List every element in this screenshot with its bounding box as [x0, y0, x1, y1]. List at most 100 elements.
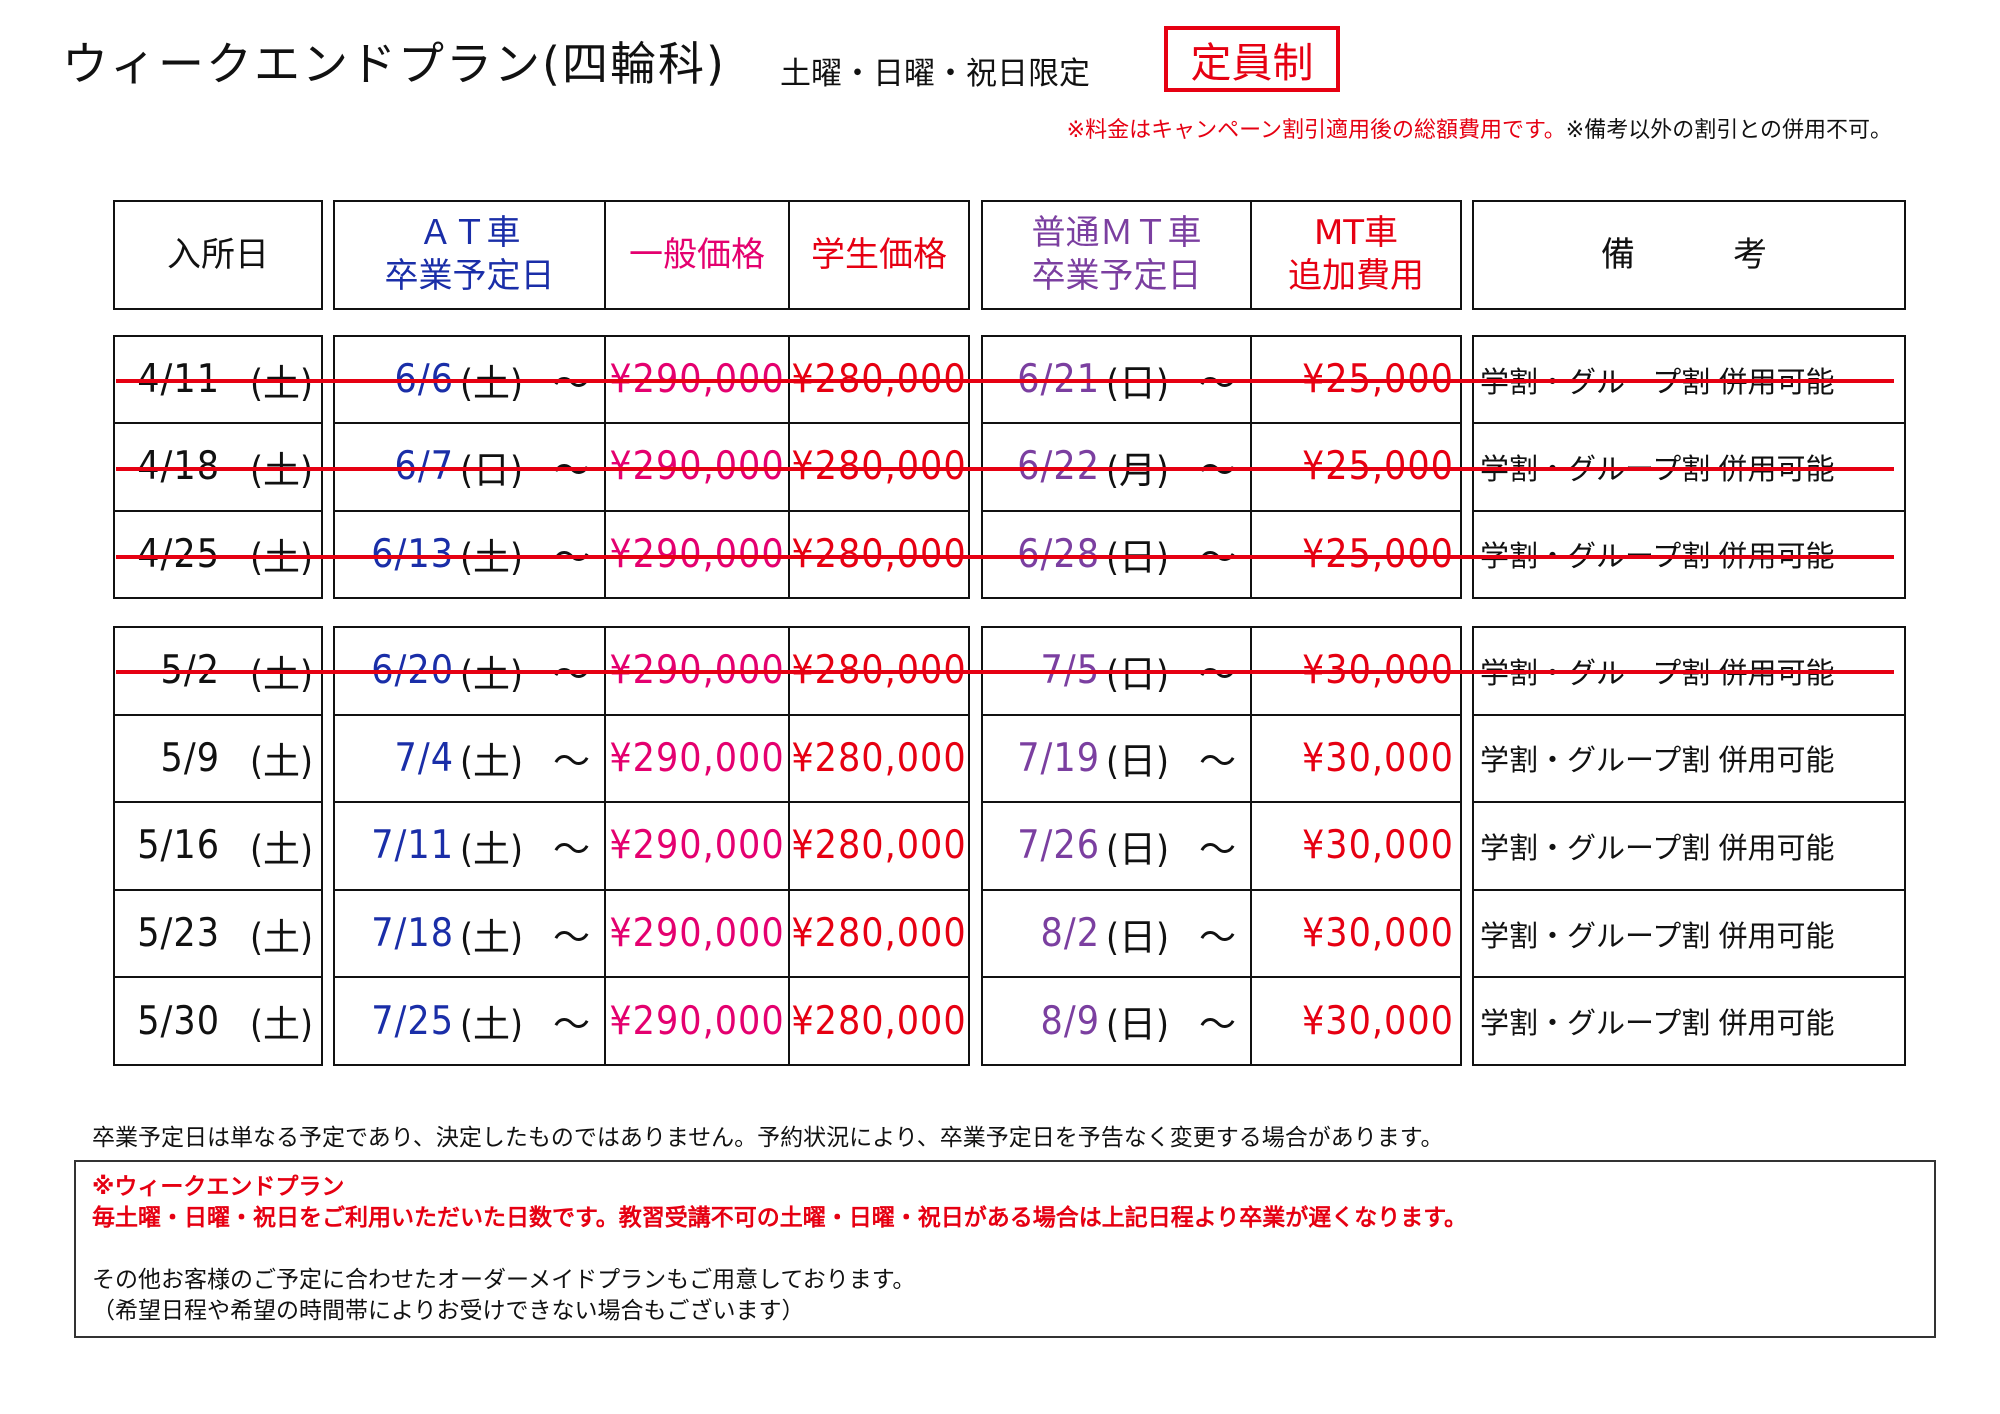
col-header-mtfee: MT車 追加費用: [1250, 202, 1460, 308]
mt-additional-fee: ¥30,000: [1301, 911, 1454, 957]
general-price: ¥290,000: [609, 998, 785, 1044]
entry-date-cell: 5/9 (土): [115, 716, 321, 802]
col-header-mtfee-line1: MT車: [1313, 213, 1399, 253]
student-price: ¥280,000: [791, 735, 967, 781]
table-row: 7/26 (日) ～ ¥30,000: [983, 801, 1460, 889]
entry-date: 5/16: [137, 823, 221, 869]
remarks-text: 学割・グループ割 併用可能: [1480, 830, 1835, 865]
student-price-cell: ¥280,000: [788, 978, 968, 1064]
notice-body: 毎土曜・日曜・祝日をご利用いただいた日数です。教習受講不可の土曜・日曜・祝日があ…: [92, 1205, 1467, 1231]
closed-strikethrough-line: [116, 555, 1894, 559]
at-graduation-cell: 7/11 (土) ～: [335, 803, 604, 889]
remarks-text: 学割・グループ割 併用可能: [1480, 918, 1835, 953]
header-mt-group: 普通ＭＴ車 卒業予定日 MT車 追加費用: [981, 200, 1462, 310]
tilde: ～: [553, 740, 590, 784]
mt-graduation-weekday: (日): [1106, 827, 1169, 871]
table-row: 6/28 (日) ～ ¥25,000: [983, 509, 1460, 597]
mt-graduation-cell: 7/19 (日) ～: [983, 716, 1250, 802]
at-graduation-date: 7/11: [371, 823, 455, 869]
col-header-mt: 普通ＭＴ車 卒業予定日: [983, 202, 1250, 308]
mt-graduation-date: 8/9: [1040, 998, 1101, 1044]
at-graduation-weekday: (土): [460, 361, 523, 405]
price-note: ※料金はキャンペーン割引適用後の総額費用です。※備考以外の割引との併用不可。: [1067, 112, 1892, 144]
tilde: ～: [553, 652, 590, 696]
mt-additional-fee: ¥30,000: [1301, 823, 1454, 869]
col-header-student: 学生価格: [788, 202, 968, 308]
at-graduation-cell: 7/18 (土) ～: [335, 891, 604, 977]
mt-graduation-cell: 7/26 (日) ～: [983, 803, 1250, 889]
remarks-text: 学割・グループ割 併用可能: [1480, 743, 1835, 778]
entry-date: 4/18: [137, 444, 221, 490]
price-note-campaign: ※料金はキャンペーン割引適用後の総額費用です。: [1066, 118, 1566, 143]
at-graduation-cell: 7/4 (土) ～: [335, 716, 604, 802]
table-row: 4/18 (土): [115, 422, 321, 509]
col-header-at: ＡＴ車 卒業予定日: [335, 202, 604, 308]
general-price-cell: ¥290,000: [604, 803, 788, 889]
header-remarks-group: 備 考: [1472, 200, 1906, 310]
at-graduation-cell: 6/13 (土) ～: [335, 512, 604, 597]
table-row: 7/25 (土) ～ ¥290,000 ¥280,000: [335, 976, 968, 1064]
notice-box: ※ウィークエンドプラン 毎土曜・日曜・祝日をご利用いただいた日数です。教習受講不…: [74, 1160, 1936, 1338]
price-note-discount: ※備考以外の割引との併用不可。: [1565, 118, 1892, 143]
mt-additional-fee: ¥25,000: [1301, 444, 1454, 490]
tilde: ～: [1199, 827, 1236, 871]
general-price-cell: ¥290,000: [604, 890, 788, 977]
tilde: ～: [553, 1003, 590, 1047]
table-row: 学割・グループ割 併用可能: [1474, 888, 1904, 977]
col-header-general: 一般価格: [604, 202, 788, 308]
tilde: ～: [1199, 1003, 1236, 1047]
table-row: 6/22 (月) ～ ¥25,000: [983, 422, 1460, 510]
custom-plan-note: （希望日程や希望の時間帯によりお受けできない場合もございます）: [92, 1298, 805, 1324]
entry-date-cell: 5/16 (土): [115, 803, 321, 889]
student-price-cell: ¥280,000: [788, 890, 968, 977]
at-graduation-cell: 7/25 (土) ～: [335, 978, 604, 1064]
table-row: 8/2 (日) ～ ¥30,000: [983, 888, 1460, 977]
general-price-cell: ¥290,000: [604, 978, 788, 1064]
closed-strikethrough-line: [116, 467, 1894, 471]
custom-plan-text: その他お客様のご予定に合わせたオーダーメイドプランもご用意しております。: [92, 1267, 916, 1293]
mt-graduation-cell: 8/9 (日) ～: [983, 978, 1250, 1064]
remarks-cell: 学割・グループ割 併用可能: [1474, 803, 1904, 889]
mt-additional-fee: ¥30,000: [1301, 998, 1454, 1044]
remarks-cell: 学割・グループ割 併用可能: [1474, 891, 1904, 977]
col-header-entry: 入所日: [167, 234, 269, 275]
mt-additional-fee: ¥30,000: [1301, 735, 1454, 781]
mt-graduation-date: 6/28: [1017, 531, 1101, 577]
entry-weekday: (土): [250, 915, 313, 959]
mt-graduation-date: 7/26: [1017, 823, 1101, 869]
table-row: 6/13 (土) ～ ¥290,000 ¥280,000: [335, 509, 968, 597]
mt-column-group: 7/5 (日) ～ ¥30,000 7/19 (日) ～ ¥30,000 7/26 (日) ～ ¥30…: [981, 626, 1462, 1066]
general-price: ¥290,000: [609, 823, 785, 869]
table-row: 7/4 (土) ～ ¥290,000 ¥280,000: [335, 713, 968, 802]
entry-weekday: (土): [250, 361, 313, 405]
mt-graduation-date: 7/19: [1017, 735, 1101, 781]
mt-graduation-cell: 6/21 (日) ～: [983, 337, 1250, 422]
schedule-note: 卒業予定日は単なる予定であり、決定したものではありません。予約状況により、卒業予…: [92, 1125, 1444, 1151]
header-entry-group: 入所日: [113, 200, 323, 310]
mt-additional-fee: ¥25,000: [1301, 531, 1454, 577]
mt-fee-cell: ¥25,000: [1250, 424, 1460, 510]
table-row: 7/19 (日) ～ ¥30,000: [983, 713, 1460, 802]
mt-graduation-cell: 8/2 (日) ～: [983, 891, 1250, 977]
at-graduation-date: 6/13: [371, 531, 455, 577]
mt-fee-cell: ¥30,000: [1250, 715, 1460, 802]
entry-weekday: (土): [250, 652, 313, 696]
table-row: 4/11 (土): [115, 337, 321, 422]
mt-graduation-weekday: (日): [1106, 740, 1169, 784]
at-graduation-weekday: (土): [460, 1003, 523, 1047]
table-row: 5/23 (土): [115, 888, 321, 977]
table-row: 5/16 (土): [115, 801, 321, 889]
at-graduation-date: 7/25: [371, 998, 455, 1044]
general-price: ¥290,000: [609, 531, 785, 577]
student-price: ¥280,000: [791, 531, 967, 577]
remarks-text: 学割・グループ割 併用可能: [1480, 1006, 1835, 1041]
table-row: 6/7 (日) ～ ¥290,000 ¥280,000: [335, 422, 968, 510]
entry-date: 5/23: [137, 911, 221, 957]
entry-date: 5/9: [160, 735, 221, 781]
table-row: 4/25 (土): [115, 509, 321, 597]
student-price-cell: ¥280,000: [788, 511, 968, 597]
table-row: 学割・グループ割 併用可能: [1474, 801, 1904, 889]
general-price-cell: ¥290,000: [604, 511, 788, 597]
col-header-at-line1: ＡＴ車: [418, 213, 521, 253]
table-row: 学割・グループ割 併用可能: [1474, 422, 1904, 509]
